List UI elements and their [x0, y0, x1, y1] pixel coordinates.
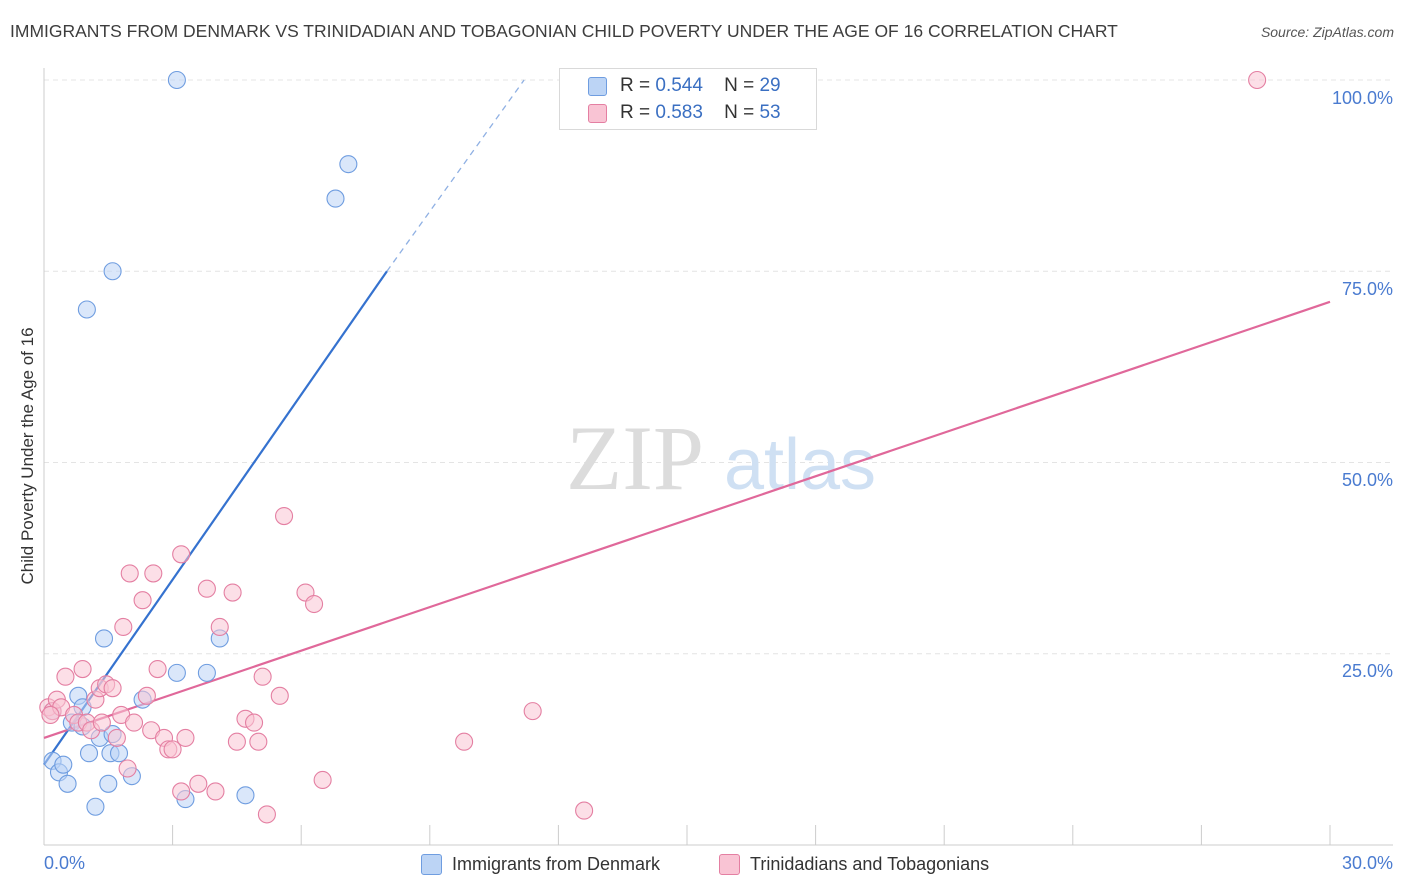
denmark-point	[103, 262, 122, 281]
trinidad-point	[270, 686, 289, 705]
y-tick-label: 100.0%	[1332, 88, 1393, 108]
trinidad-point	[172, 782, 191, 801]
legend-label-denmark: Immigrants from Denmark	[452, 853, 661, 874]
gridlines	[44, 79, 1393, 655]
trinidad-point	[313, 770, 332, 790]
trinidad-point	[73, 659, 92, 679]
y-tick-label: 50.0%	[1342, 470, 1393, 490]
denmark-point	[54, 755, 73, 774]
legend-swatch-trinidad	[588, 104, 607, 123]
watermark-zip: ZIP	[566, 407, 704, 509]
denmark-point	[99, 774, 118, 793]
trinidad-point	[107, 728, 126, 747]
trinidad-point	[148, 659, 167, 679]
trinidad-point	[133, 591, 152, 610]
legend-swatch-denmark	[588, 77, 607, 96]
denmark-point	[326, 189, 345, 208]
y-tick-label: 75.0%	[1342, 279, 1393, 299]
data-points	[39, 70, 1267, 824]
n-label: N =	[724, 102, 755, 123]
n-label: N =	[724, 75, 755, 96]
trinidad-point	[124, 713, 144, 732]
trinidad-point	[1248, 70, 1267, 90]
trinidad-point	[305, 594, 324, 614]
denmark-point	[236, 786, 255, 805]
trinidad-point	[249, 732, 268, 751]
trinidad-point	[275, 506, 294, 526]
n-value: 53	[759, 102, 781, 123]
r-value: 0.583	[655, 102, 703, 123]
legend-row-denmark: R = 0.544 N = 29	[620, 74, 781, 98]
trinidad-point	[189, 774, 208, 793]
legend-swatch-denmark	[421, 853, 442, 875]
denmark-point	[86, 797, 105, 816]
denmark-point	[77, 300, 96, 319]
tick-labels: 100.0% 75.0% 50.0% 25.0% 0.0% 30.0%	[44, 88, 1393, 873]
trinidad-point	[206, 782, 225, 801]
trinidad-point	[244, 713, 264, 732]
n-value: 29	[759, 75, 781, 96]
trinidad-point	[257, 805, 276, 824]
chart-title: IMMIGRANTS FROM DENMARK VS TRINIDADIAN A…	[10, 21, 1118, 41]
trinidad-point	[114, 617, 133, 637]
x-tick-label: 0.0%	[44, 853, 85, 873]
r-value: 0.544	[655, 75, 703, 96]
watermark-atlas: atlas	[724, 425, 876, 505]
legend-swatch-trinidad	[719, 853, 740, 875]
trinidad-point	[118, 759, 137, 778]
trinidad-point	[523, 702, 542, 721]
trinidad-point	[223, 583, 242, 602]
trinidad-point	[197, 579, 216, 598]
denmark-trend-extension	[386, 79, 525, 272]
trinidad-point	[137, 686, 156, 705]
trinidad-point	[163, 740, 182, 759]
trinidad-point	[575, 801, 594, 820]
r-label: R =	[620, 75, 651, 96]
trinidad-point	[144, 564, 163, 583]
x-tick-label: 30.0%	[1342, 853, 1393, 873]
denmark-point	[167, 663, 186, 682]
trinidad-point	[120, 564, 139, 583]
legend-item-trinidad[interactable]: Trinidadians and Tobagonians	[719, 851, 989, 877]
trinidad-point	[56, 667, 75, 686]
denmark-point	[94, 629, 114, 648]
trinidad-point	[455, 732, 474, 751]
denmark-point	[109, 744, 129, 763]
watermark: ZIP atlas	[566, 407, 876, 509]
trinidad-point	[227, 732, 246, 751]
denmark-point	[167, 70, 186, 90]
denmark-point	[339, 155, 358, 174]
trinidad-point	[172, 545, 191, 564]
stats-legend: R = 0.544 N = 29 R = 0.583 N = 53	[559, 68, 817, 130]
trinidad-trend-line	[43, 300, 1331, 739]
denmark-point	[79, 744, 99, 763]
legend-item-denmark[interactable]: Immigrants from Denmark	[421, 851, 660, 877]
denmark-point	[58, 774, 77, 793]
axes	[43, 68, 1393, 846]
y-tick-label: 25.0%	[1342, 661, 1393, 681]
trinidad-point	[103, 679, 122, 698]
legend-label-trinidad: Trinidadians and Tobagonians	[750, 853, 990, 874]
trinidad-point	[41, 705, 60, 725]
legend-row-trinidad: R = 0.583 N = 53	[620, 101, 781, 125]
chart-source: Source: ZipAtlas.com	[1260, 24, 1394, 40]
trinidad-point	[253, 667, 272, 686]
trinidad-point	[92, 713, 111, 732]
denmark-point	[197, 663, 216, 682]
trinidad-point	[210, 617, 229, 637]
trinidad-point	[176, 728, 195, 747]
r-label: R =	[620, 102, 651, 123]
